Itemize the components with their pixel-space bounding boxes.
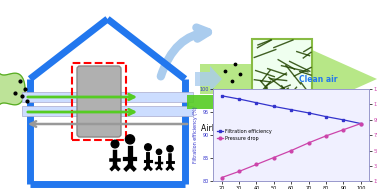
Text: Airborne particles: Airborne particles — [201, 124, 269, 133]
Circle shape — [167, 146, 173, 152]
Circle shape — [111, 140, 119, 148]
FancyBboxPatch shape — [77, 66, 121, 137]
Bar — [22, 106, 80, 116]
Text: Clean air: Clean air — [299, 74, 337, 84]
Polygon shape — [0, 73, 25, 105]
Bar — [22, 92, 80, 102]
Polygon shape — [187, 88, 227, 116]
Y-axis label: Filtration efficiency (%): Filtration efficiency (%) — [193, 107, 198, 163]
Bar — [118, 92, 193, 102]
Bar — [252, 39, 312, 119]
Bar — [118, 106, 193, 116]
Polygon shape — [200, 49, 377, 109]
Legend: Filtration efficiency, Pressure drop: Filtration efficiency, Pressure drop — [215, 128, 273, 143]
Polygon shape — [195, 66, 222, 92]
Circle shape — [156, 149, 162, 154]
Bar — [72, 63, 126, 140]
Circle shape — [145, 144, 151, 150]
Circle shape — [126, 135, 135, 144]
